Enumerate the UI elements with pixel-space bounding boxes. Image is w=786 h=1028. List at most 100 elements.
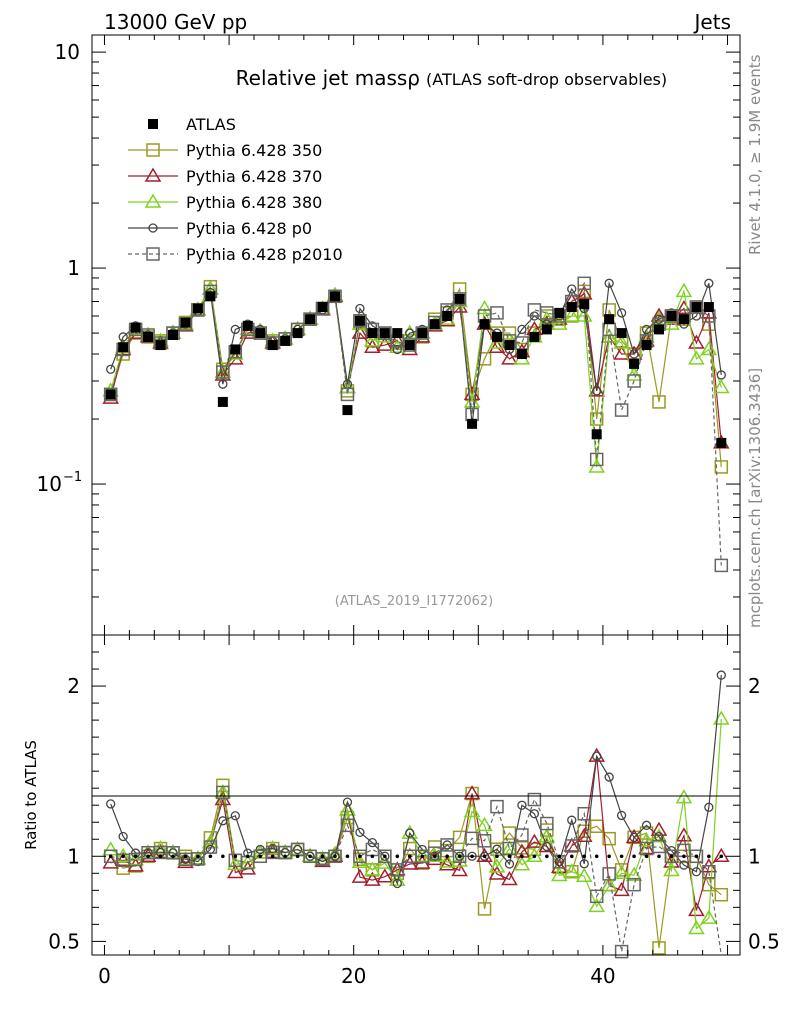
ratio-point-atlas-39 [582,854,587,859]
ratio-point-pythia-6-428-350-49 [702,877,716,892]
data-point-atlas-4 [143,331,154,342]
ratio-point-atlas-50 [719,854,724,859]
ratio-point-pythia-6-428-380-39 [575,867,593,883]
data-point-pythia-6-428-370-23 [376,336,394,351]
ratio-point-pythia-6-428-370-23 [376,868,394,883]
ratio-point-pythia-6-428-p2010-27 [427,846,442,860]
data-point-pythia-6-428-370-33 [501,350,518,365]
ratio-point-atlas-1 [108,854,113,859]
data-point-pythia-6-428-350-45 [652,395,666,409]
legend-entry-pythia-6-428-p0: Pythia 6.428 p0 [128,219,312,238]
data-point-atlas-2 [118,342,129,353]
ratio-line-pythia-6-428-370 [110,756,722,911]
data-point-pythia-6-428-p2010-32 [490,306,504,320]
data-point-pythia-6-428-p0-10 [218,379,228,389]
ratio-point-pythia-6-428-370-50 [713,847,730,863]
ratio-point-pythia-6-428-370-21 [351,868,369,883]
data-point-pythia-6-428-p0-42 [616,308,627,318]
data-point-pythia-6-428-370-39 [575,285,593,300]
ratio-point-pythia-6-428-380-48 [688,919,705,935]
ratio-point-atlas-17 [308,854,312,859]
ratio-point-pythia-6-428-380-41 [600,877,618,892]
data-point-pythia-6-428-p2010-26 [415,326,429,340]
ratio-point-atlas-34 [520,854,524,859]
data-point-pythia-6-428-p0-38 [567,284,577,294]
legend-label-pythia-6-428-p2010: Pythia 6.428 p2010 [186,245,343,264]
data-point-atlas-42 [616,328,627,339]
ratio-point-atlas-37 [557,854,562,859]
ratio-point-pythia-6-428-p0-49 [704,802,714,812]
ratio-point-pythia-6-428-380-18 [314,850,331,865]
series-line-pythia-6-428-p2010 [110,281,722,566]
legend-label-pythia-6-428-p0: Pythia 6.428 p0 [186,219,312,238]
ratio-point-pythia-6-428-380-3 [127,850,144,866]
ratio-point-pythia-6-428-370-28 [438,856,456,871]
data-point-atlas-15 [280,335,291,346]
data-point-atlas-33 [504,340,515,351]
ratio-point-pythia-6-428-380-44 [638,832,655,847]
ratio-point-pythia-6-428-p0-23 [380,851,390,861]
ratio-point-pythia-6-428-p0-20 [342,797,353,807]
ratio-y-tick-label-right: 0.5 [748,929,780,953]
ratio-point-pythia-6-428-p0-19 [330,851,340,861]
ratio-point-pythia-6-428-p0-32 [492,844,502,854]
data-point-pythia-6-428-380-37 [551,315,568,330]
ratio-point-pythia-6-428-380-49 [700,909,718,924]
category-label: Jets [693,10,731,34]
data-point-atlas-44 [641,340,652,351]
data-point-atlas-47 [678,314,689,325]
ratio-point-pythia-6-428-370-42 [613,881,630,897]
ratio-point-pythia-6-428-p2010-3 [128,852,143,867]
ratio-point-pythia-6-428-p0-26 [417,844,427,855]
ratio-point-atlas-48 [694,854,699,859]
data-point-pythia-6-428-380-32 [488,334,506,349]
ratio-point-pythia-6-428-p0-24 [392,878,402,889]
data-point-atlas-8 [192,303,203,314]
ratio-point-pythia-6-428-370-38 [563,837,581,852]
ratio-point-atlas-21 [358,854,362,859]
ratio-point-pythia-6-428-370-35 [526,833,543,848]
data-point-pythia-6-428-p2010-42 [614,403,629,417]
ratio-point-pythia-6-428-380-29 [451,852,468,867]
data-point-pythia-6-428-380-22 [364,332,381,347]
data-point-atlas-37 [554,307,565,318]
data-point-atlas-13 [255,328,266,339]
ratio-point-pythia-6-428-p0-33 [504,859,515,869]
ratio-point-atlas-47 [682,854,686,859]
ratio-point-pythia-6-428-p2010-42 [614,944,629,959]
ratio-point-pythia-6-428-p0-47 [679,860,689,870]
data-point-atlas-30 [467,418,478,429]
ratio-point-pythia-6-428-p0-10 [218,816,228,826]
ratio-point-pythia-6-428-p2010-36 [540,816,554,831]
ratio-point-pythia-6-428-p2010-24 [390,863,405,877]
ratio-point-pythia-6-428-380-40 [588,897,605,913]
ratio-point-atlas-43 [632,854,636,859]
data-point-atlas-43 [629,358,640,369]
ratio-point-pythia-6-428-p0-11 [230,811,240,821]
ratio-point-pythia-6-428-380-32 [488,858,506,873]
ratio-point-pythia-6-428-p2010-43 [627,877,641,892]
ratio-point-pythia-6-428-370-29 [451,861,468,877]
ratio-point-pythia-6-428-p2010-32 [490,799,504,814]
ratio-point-atlas-9 [208,854,213,859]
ratio-point-atlas-36 [545,854,549,859]
main-panel-data-layer [102,276,730,573]
ratio-point-atlas-49 [707,854,711,859]
legend-marker-pythia-6-428-350 [146,143,160,157]
data-point-pythia-6-428-p0-25 [405,328,415,338]
ratio-point-atlas-11 [233,854,238,859]
ratio-point-pythia-6-428-p2010-35 [527,792,542,807]
ratio-point-atlas-5 [158,854,163,859]
data-point-pythia-6-428-p2010-13 [253,326,267,340]
x-tick-label-40: 40 [590,964,615,988]
data-point-atlas-27 [429,319,440,330]
main-y-tick-label: 10 [37,472,62,496]
ratio-point-pythia-6-428-350-31 [477,902,492,916]
data-point-pythia-6-428-p0-49 [704,278,714,288]
ratio-point-pythia-6-428-p0-35 [529,809,540,819]
ratio-point-pythia-6-428-p0-42 [616,810,627,821]
ratio-point-pythia-6-428-380-46 [663,861,680,877]
x-tick-label-20: 20 [341,964,366,988]
data-point-atlas-11 [230,344,241,355]
ratio-point-atlas-18 [320,854,325,859]
